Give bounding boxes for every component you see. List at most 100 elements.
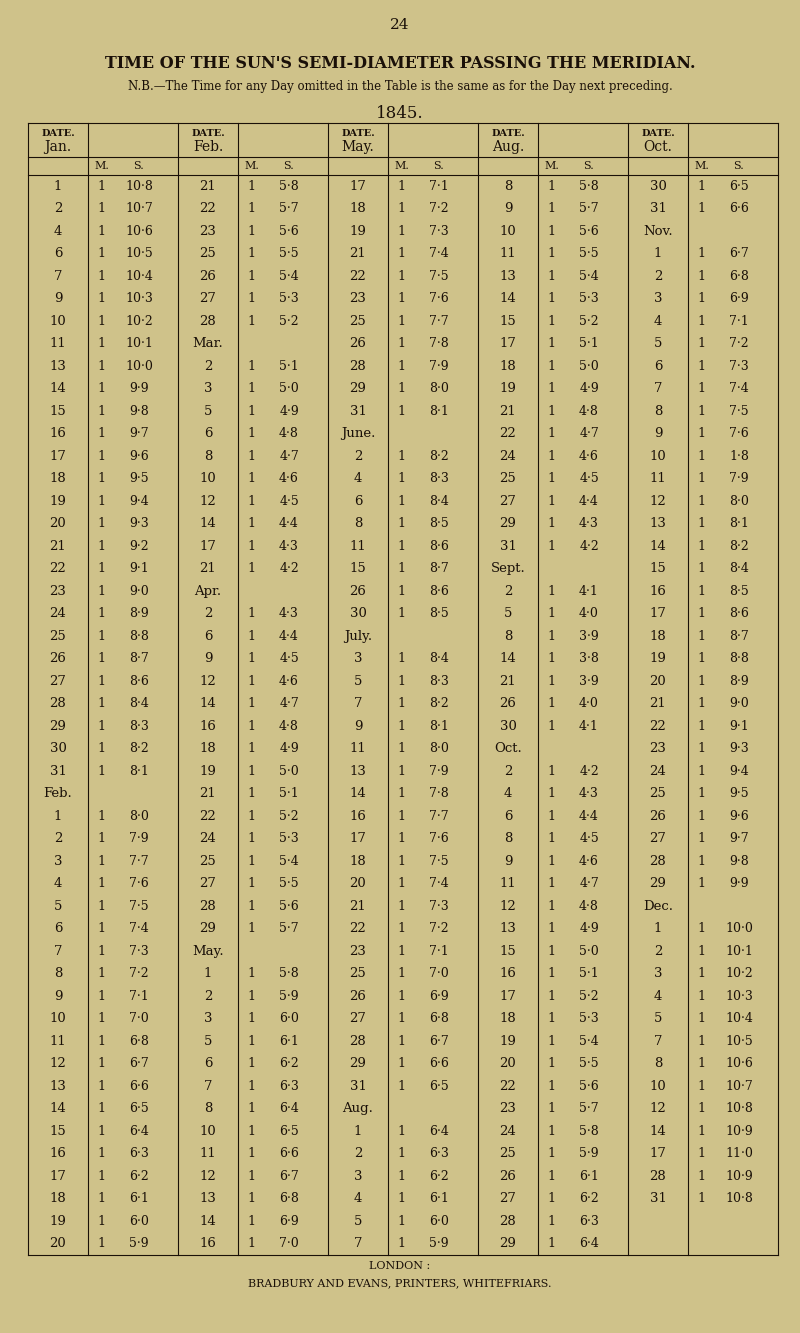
Text: 1: 1 [398, 1034, 406, 1048]
Text: 28: 28 [350, 360, 366, 373]
Text: 7·5: 7·5 [729, 405, 749, 417]
Text: 1: 1 [247, 180, 255, 193]
Text: 27: 27 [199, 877, 217, 890]
Text: 1: 1 [547, 180, 555, 193]
Text: Feb.: Feb. [44, 788, 72, 800]
Text: 1: 1 [54, 809, 62, 822]
Text: 1: 1 [398, 720, 406, 733]
Text: 4·5: 4·5 [579, 472, 599, 485]
Text: 1: 1 [98, 945, 106, 957]
Text: 6: 6 [54, 922, 62, 936]
Text: 6·6: 6·6 [279, 1148, 299, 1160]
Text: 1: 1 [98, 629, 106, 643]
Text: 1: 1 [247, 563, 255, 576]
Text: 15: 15 [50, 1125, 66, 1138]
Text: 1: 1 [547, 225, 555, 237]
Text: 26: 26 [350, 337, 366, 351]
Text: 14: 14 [500, 652, 516, 665]
Text: 8·7: 8·7 [429, 563, 449, 576]
Text: 7: 7 [654, 1034, 662, 1048]
Text: 1: 1 [247, 383, 255, 396]
Text: 8·1: 8·1 [129, 765, 149, 777]
Text: 1: 1 [547, 1125, 555, 1138]
Text: 6: 6 [354, 495, 362, 508]
Text: 7·6: 7·6 [429, 292, 449, 305]
Text: 21: 21 [200, 788, 216, 800]
Text: 1: 1 [547, 900, 555, 913]
Text: Aug.: Aug. [492, 140, 524, 155]
Text: 1: 1 [98, 968, 106, 980]
Text: 1: 1 [547, 337, 555, 351]
Text: 10·6: 10·6 [125, 225, 153, 237]
Text: 6·4: 6·4 [579, 1237, 599, 1250]
Text: 6·1: 6·1 [279, 1034, 299, 1048]
Text: 24: 24 [500, 449, 516, 463]
Text: 1: 1 [547, 1192, 555, 1205]
Text: 8·6: 8·6 [129, 674, 149, 688]
Text: S.: S. [284, 161, 294, 171]
Text: M.: M. [544, 161, 559, 171]
Text: 9·3: 9·3 [729, 742, 749, 756]
Text: 7·4: 7·4 [429, 247, 449, 260]
Text: 24: 24 [650, 765, 666, 777]
Text: 1: 1 [698, 809, 706, 822]
Text: 1: 1 [698, 1192, 706, 1205]
Text: 1: 1 [98, 292, 106, 305]
Text: 13: 13 [50, 360, 66, 373]
Text: 22: 22 [500, 428, 516, 440]
Text: 6·1: 6·1 [429, 1192, 449, 1205]
Text: 14: 14 [200, 517, 216, 531]
Text: 1·8: 1·8 [729, 449, 749, 463]
Text: 15: 15 [50, 405, 66, 417]
Text: 1: 1 [398, 652, 406, 665]
Text: 4·0: 4·0 [579, 608, 599, 620]
Text: 3·8: 3·8 [579, 652, 599, 665]
Text: 1: 1 [398, 472, 406, 485]
Text: 1: 1 [247, 1192, 255, 1205]
Text: 20: 20 [500, 1057, 516, 1070]
Text: 1: 1 [247, 1237, 255, 1250]
Text: 6: 6 [54, 247, 62, 260]
Text: 1: 1 [247, 1125, 255, 1138]
Text: 9·5: 9·5 [129, 472, 149, 485]
Text: 1: 1 [698, 449, 706, 463]
Text: 4·4: 4·4 [279, 517, 299, 531]
Text: 1: 1 [547, 765, 555, 777]
Text: 10: 10 [50, 315, 66, 328]
Text: 30: 30 [350, 608, 366, 620]
Text: 10·3: 10·3 [125, 292, 153, 305]
Text: 2: 2 [354, 449, 362, 463]
Text: 6·8: 6·8 [129, 1034, 149, 1048]
Text: 1: 1 [398, 788, 406, 800]
Text: 10·0: 10·0 [725, 922, 753, 936]
Text: 7·8: 7·8 [429, 788, 449, 800]
Text: 9·1: 9·1 [129, 563, 149, 576]
Text: 15: 15 [500, 315, 516, 328]
Text: 10: 10 [50, 1012, 66, 1025]
Text: 5·3: 5·3 [579, 292, 599, 305]
Text: 8·0: 8·0 [429, 383, 449, 396]
Text: 8·4: 8·4 [429, 495, 449, 508]
Text: 14: 14 [650, 540, 666, 553]
Text: 1: 1 [398, 1148, 406, 1160]
Text: 23: 23 [199, 225, 217, 237]
Text: 5·0: 5·0 [579, 360, 599, 373]
Text: 10: 10 [200, 472, 216, 485]
Text: 1: 1 [98, 832, 106, 845]
Text: 5·2: 5·2 [579, 989, 599, 1002]
Text: 1: 1 [247, 854, 255, 868]
Text: 4: 4 [654, 315, 662, 328]
Text: 4·4: 4·4 [279, 629, 299, 643]
Text: 10·5: 10·5 [125, 247, 153, 260]
Text: Oct.: Oct. [643, 140, 673, 155]
Text: 17: 17 [50, 1170, 66, 1182]
Text: 20: 20 [50, 1237, 66, 1250]
Text: 1: 1 [398, 337, 406, 351]
Text: 21: 21 [500, 405, 516, 417]
Text: 1: 1 [247, 742, 255, 756]
Text: 7·6: 7·6 [129, 877, 149, 890]
Text: 5·5: 5·5 [579, 247, 599, 260]
Text: 11: 11 [350, 540, 366, 553]
Text: 24: 24 [200, 832, 216, 845]
Text: 15: 15 [500, 945, 516, 957]
